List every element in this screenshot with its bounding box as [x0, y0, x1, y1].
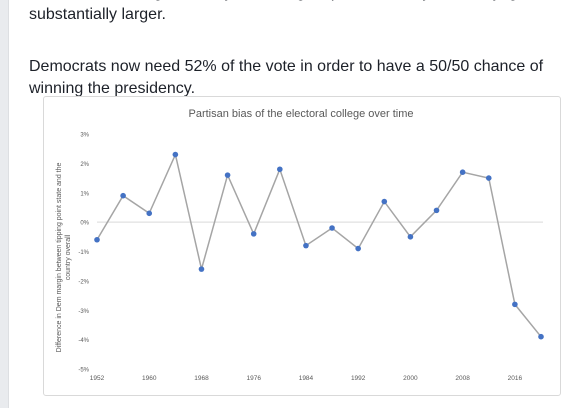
- x-tick-label: 1960: [142, 375, 157, 382]
- y-tick-label: -4%: [78, 338, 89, 344]
- x-tick-label: 1976: [246, 375, 261, 382]
- series-line: [96, 152, 542, 338]
- x-tick-label: 1992: [351, 375, 366, 382]
- post-card: the electoral college, already at it's l…: [8, 0, 581, 408]
- x-tick-label: 2000: [403, 375, 418, 382]
- y-tick-label: -1%: [78, 250, 89, 256]
- data-point: [224, 172, 231, 178]
- data-point: [120, 192, 126, 199]
- x-tick-label: 2008: [455, 375, 470, 382]
- data-point: [538, 333, 544, 340]
- x-tick-label: 1968: [194, 375, 209, 382]
- y-axis-label: Difference in Dem margin between tipping…: [56, 163, 72, 353]
- chart-title: Partisan bias of the electoral college o…: [188, 108, 413, 120]
- data-point: [459, 169, 466, 175]
- data-point: [355, 245, 361, 252]
- data-point: [512, 301, 518, 308]
- data-point: [433, 207, 440, 214]
- data-point: [381, 198, 388, 205]
- y-tick-label: -5%: [78, 368, 89, 374]
- x-tick-label: 2016: [508, 375, 523, 382]
- x-tick-label: 1952: [90, 375, 105, 382]
- y-axis-label-line: Difference in Dem margin between tipping…: [56, 163, 63, 353]
- post-paragraph-1: the electoral college, already at it's l…: [29, 0, 531, 23]
- data-point: [407, 234, 414, 240]
- data-point: [94, 236, 100, 243]
- partisan-bias-chart: Partisan bias of the electoral college o…: [56, 108, 544, 382]
- data-point: [303, 242, 309, 249]
- data-point: [198, 266, 205, 272]
- data-point: [485, 175, 492, 181]
- data-point: [250, 231, 257, 237]
- post-paragraph-2: Democrats now need 52% of the vote in or…: [29, 58, 544, 97]
- chart-card: Partisan bias of the electoral college o…: [43, 96, 561, 396]
- data-point: [172, 151, 179, 158]
- y-tick-label: 2%: [80, 162, 89, 168]
- y-tick-label: -3%: [78, 309, 89, 315]
- x-tick-label: 1984: [299, 375, 314, 382]
- y-axis-label-line: country overall: [65, 234, 72, 280]
- y-tick-label: 0%: [80, 221, 89, 227]
- data-point: [277, 166, 283, 173]
- y-tick-label: 3%: [80, 133, 89, 139]
- y-tick-label: 1%: [80, 191, 89, 197]
- data-point: [329, 225, 335, 231]
- data-point: [146, 210, 153, 217]
- y-tick-label: -2%: [78, 279, 89, 285]
